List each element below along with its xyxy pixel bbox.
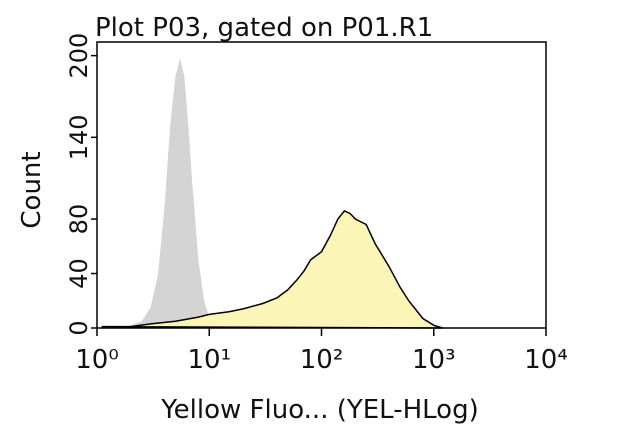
y-tick-label: 0 [65,320,93,335]
histogram-area [101,209,443,329]
x-tick-label: 10⁴ [524,345,568,375]
y-tick-label: 200 [65,33,93,79]
y-tick-label: 80 [65,204,93,235]
y-axis-label: Count [17,151,47,228]
x-tick-label: 10² [300,345,344,375]
y-tick-label: 140 [65,114,93,160]
x-tick-label: 10⁰ [75,345,119,375]
x-tick-label: 10¹ [187,345,231,375]
histogram-area [116,58,219,329]
x-tick-label: 10³ [412,345,456,375]
x-axis-label: Yellow Fluo... (YEL-HLog) [160,395,478,425]
chart-title: Plot P03, gated on P01.R1 [95,13,433,43]
y-tick-label: 40 [65,258,93,289]
